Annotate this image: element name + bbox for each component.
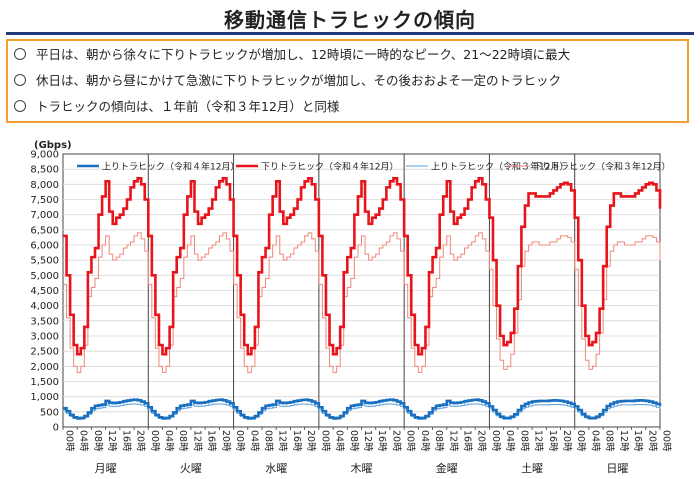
summary-text-2: 休日は、朝から昼にかけて急激に下りトラヒックが増加し、その後おおよそ一定のトラヒ…: [36, 73, 562, 88]
x-tick-label: 08時: [177, 430, 188, 452]
series-up-2022: [63, 398, 662, 420]
x-tick-label: 08時: [92, 430, 103, 452]
x-tick-label: 20時: [135, 430, 146, 452]
x-tick-label: 20時: [646, 430, 657, 452]
x-tick-label: 12時: [447, 430, 458, 452]
y-tick-label: 5,500: [30, 256, 59, 267]
x-tick-label: 08時: [604, 430, 615, 452]
x-tick-label: 16時: [206, 430, 217, 452]
y-tick-label: 6,000: [30, 241, 59, 252]
x-tick-label: 08時: [518, 430, 529, 452]
x-tick-label: 08時: [263, 430, 274, 452]
x-tick-label: 16時: [291, 430, 302, 452]
day-label: 日曜: [606, 462, 628, 475]
y-tick-label: 1,500: [30, 377, 59, 388]
x-tick-label: 08時: [433, 430, 444, 452]
day-label: 土曜: [521, 462, 543, 475]
y-tick-label: 5,000: [30, 271, 59, 282]
summary-bullet-1: 平日は、朝から徐々に下りトラヒックが増加し、12時頃に一時的なピーク、21～22…: [14, 47, 570, 63]
x-tick-label: 20時: [476, 430, 487, 452]
y-tick-label: 2,500: [30, 347, 59, 358]
y-tick-label: 4,000: [30, 301, 59, 312]
x-tick-label: 20時: [305, 430, 316, 452]
legend-label: 上りトラヒック（令和４年12月）: [102, 161, 239, 173]
circle-bullet-icon: [14, 100, 26, 112]
y-tick-label: 8,000: [30, 180, 59, 191]
x-tick-label: 00時: [405, 430, 416, 452]
y-tick-label: 0: [53, 423, 59, 434]
summary-bullet-3: トラヒックの傾向は、１年前（令和３年12月）と同様: [14, 99, 339, 115]
summary-text-1: 平日は、朝から徐々に下りトラヒックが増加し、12時頃に一時的なピーク、21～22…: [36, 47, 571, 62]
x-tick-label: 04時: [78, 430, 89, 452]
x-tick-label: 16時: [632, 430, 643, 452]
x-tick-label: 12時: [277, 430, 288, 452]
day-label: 木曜: [351, 462, 373, 475]
x-tick-label: 00時: [64, 430, 75, 452]
x-tick-label: 16時: [462, 430, 473, 452]
x-tick-label: 08時: [348, 430, 359, 452]
legend-label: 下りトラヒック（令和４年12月）: [261, 161, 398, 173]
y-tick-label: 500: [40, 407, 59, 418]
x-tick-label: 04時: [163, 430, 174, 452]
x-tick-label: 04時: [248, 430, 259, 452]
legend-label: 下りトラヒック（令和３年12月）: [533, 161, 670, 173]
y-tick-label: 2,000: [30, 362, 59, 373]
x-tick-label: 04時: [334, 430, 345, 452]
y-tick-label: 3,000: [30, 332, 59, 343]
circle-bullet-icon: [14, 74, 26, 86]
summary-bullet-2: 休日は、朝から昼にかけて急激に下りトラヒックが増加し、その後おおよそ一定のトラヒ…: [14, 73, 561, 89]
x-tick-label: 04時: [504, 430, 515, 452]
x-tick-label: 16時: [376, 430, 387, 452]
x-tick-label: 00時: [319, 430, 330, 452]
x-tick-label: 20時: [561, 430, 572, 452]
legend-label: 上りトラヒック（令和３年12月）: [431, 161, 568, 173]
day-label: 金曜: [436, 461, 458, 475]
y-axis-label: (Gbps): [34, 140, 72, 151]
traffic-line-chart: 0 500 1,000 1,500 2,000 2,500 3,000 3,500 4,000 4…: [30, 140, 672, 475]
y-tick-label: 1,000: [30, 392, 59, 403]
day-label: 水曜: [265, 462, 287, 475]
y-tick-label: 9,000: [30, 150, 59, 161]
y-tick-label: 7,500: [30, 195, 59, 206]
x-tick-label: 00時: [575, 430, 586, 452]
x-tick-label: 12時: [618, 430, 629, 452]
y-tick-label: 4,500: [30, 286, 59, 297]
x-tick-label: 12時: [533, 430, 544, 452]
summary-text-3: トラヒックの傾向は、１年前（令和３年12月）と同様: [36, 99, 340, 114]
x-tick-label: 04時: [419, 430, 430, 452]
x-tick-label: 12時: [362, 430, 373, 452]
series-down-2022: [63, 176, 662, 356]
circle-bullet-icon: [14, 48, 26, 60]
page-title: 移動通信トラヒックの傾向: [224, 8, 476, 32]
y-tick-label: 3,500: [30, 316, 59, 327]
series-down-2021: [63, 232, 661, 373]
x-tick-label: 20時: [390, 430, 401, 452]
y-tick-label: 6,500: [30, 225, 59, 236]
title-underline: [6, 32, 694, 35]
x-tick-label: 12時: [191, 430, 202, 452]
x-tick-label: 00時: [234, 430, 245, 452]
x-tick-label: 16時: [547, 430, 558, 452]
x-tick-label: 00時: [149, 430, 160, 452]
x-tick-label: 00時: [490, 430, 501, 452]
y-tick-label: 7,000: [30, 210, 59, 221]
x-tick-label: 16時: [120, 430, 131, 452]
y-tick-label: 8,500: [30, 165, 59, 176]
x-tick-label: 04時: [589, 430, 600, 452]
day-label: 月曜: [95, 462, 117, 475]
x-tick-label: 00時: [661, 430, 672, 452]
x-tick-label: 12時: [106, 430, 117, 452]
day-label: 火曜: [180, 462, 202, 475]
x-tick-label: 20時: [220, 430, 231, 452]
summary-box: 平日は、朝から徐々に下りトラヒックが増加し、12時頃に一時的なピーク、21～22…: [6, 39, 689, 123]
